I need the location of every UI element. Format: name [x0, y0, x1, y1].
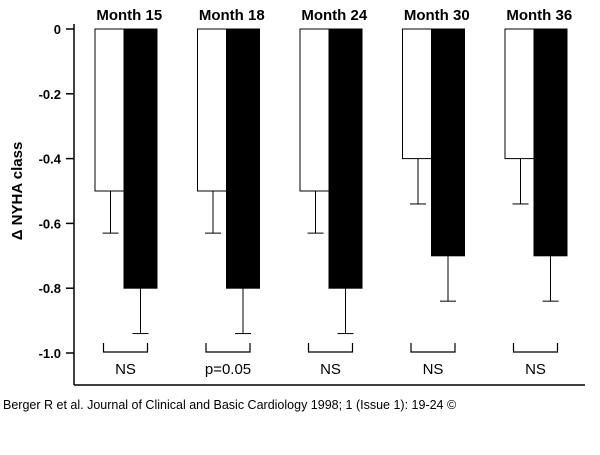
category-label: Month 18: [199, 7, 265, 24]
significance-label: NS: [320, 361, 341, 378]
category-label: Month 36: [506, 7, 572, 24]
bar: [431, 28, 465, 257]
y-tick-label: -1.0: [39, 346, 61, 361]
bar: [123, 28, 158, 289]
significance-bracket: [102, 343, 149, 353]
y-axis-label: Δ NYHA class: [9, 142, 26, 241]
category-label: Month 24: [301, 7, 367, 24]
significance-label: NS: [115, 361, 136, 378]
significance-label: p=0.05: [205, 361, 251, 378]
bar: [533, 28, 568, 257]
y-tick-label: -0.6: [39, 216, 61, 231]
citation: Berger R et al. Journal of Clinical and …: [3, 398, 457, 412]
y-tick-label: -0.8: [39, 281, 61, 296]
bar: [197, 28, 229, 192]
significance-bracket: [205, 343, 251, 353]
bar: [328, 28, 363, 289]
significance-label: NS: [423, 361, 444, 378]
y-tick-label: 0: [54, 22, 61, 37]
bar: [299, 28, 332, 192]
significance-bracket: [307, 343, 354, 353]
category-label: Month 30: [404, 7, 470, 24]
bar: [504, 28, 537, 160]
significance-bracket: [410, 343, 456, 353]
bar: [226, 28, 260, 289]
y-tick-label: -0.4: [39, 152, 62, 167]
significance-bracket: [512, 343, 559, 353]
bar-chart: Δ NYHA class 0 -0.2 -0.4 -0.6 -0.8 -1.0 Month…: [9, 7, 585, 386]
bar: [94, 28, 127, 192]
significance-label: NS: [525, 361, 546, 378]
category-label: Month 15: [96, 7, 162, 24]
y-tick-label: -0.2: [39, 87, 61, 102]
bar: [402, 28, 434, 160]
